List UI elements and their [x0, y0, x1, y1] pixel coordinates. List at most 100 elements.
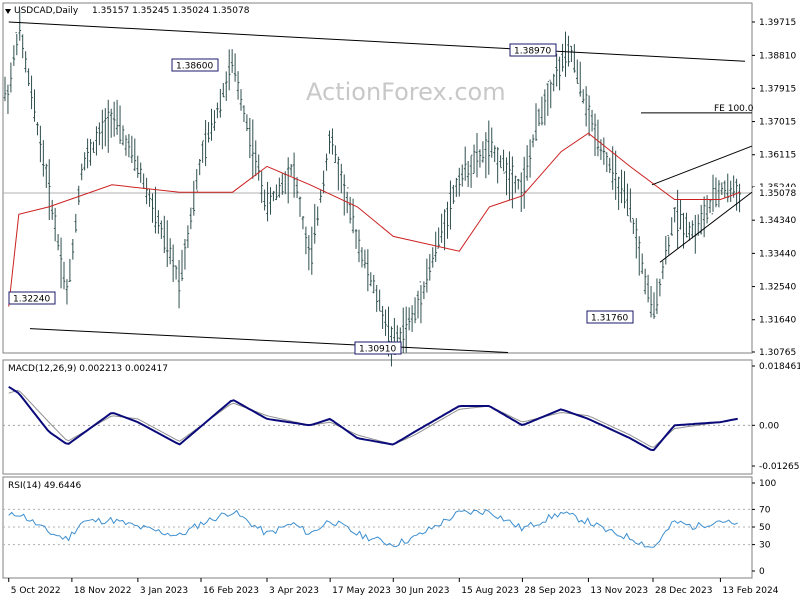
rsi-tick-label: 100 — [759, 479, 776, 489]
price-bar — [86, 138, 89, 169]
price-bar — [546, 81, 550, 116]
price-bars — [3, 10, 741, 367]
price-bar — [154, 186, 157, 234]
price-bar — [472, 144, 476, 175]
price-bar — [655, 278, 659, 315]
price-bar — [233, 53, 237, 82]
price-annotation: 1.31760 — [586, 310, 634, 324]
price-bar — [440, 213, 443, 243]
price-bar — [257, 154, 260, 181]
price-bar — [301, 216, 305, 230]
price-bar — [561, 43, 564, 72]
price-bar — [502, 149, 505, 174]
price-bar — [729, 180, 732, 202]
price-tick-label: 1.38810 — [759, 51, 796, 61]
wedge-lower-line — [659, 191, 753, 263]
price-bar — [118, 105, 122, 144]
price-bar — [142, 173, 145, 189]
price-bar — [337, 156, 340, 191]
price-bar — [207, 122, 210, 143]
price-bar — [245, 114, 249, 132]
price-bar — [248, 117, 252, 159]
dropdown-triangle-icon[interactable] — [5, 9, 11, 14]
price-bar — [124, 135, 128, 156]
price-bar — [522, 156, 526, 209]
price-bar — [614, 150, 617, 200]
price-bar — [201, 140, 204, 163]
price-bar — [449, 180, 452, 230]
price-bar — [139, 162, 142, 183]
price-bar — [567, 35, 570, 67]
price-bar — [9, 62, 13, 93]
price-bar — [348, 196, 352, 224]
price-bar — [419, 281, 423, 324]
rsi-line — [8, 508, 738, 548]
price-bar — [517, 178, 520, 190]
price-bar — [635, 218, 638, 259]
price-bar — [195, 168, 199, 192]
price-bar — [431, 247, 435, 268]
price-bar — [443, 209, 446, 251]
price-bar — [15, 32, 19, 56]
annotation-box — [586, 310, 634, 324]
price-bar — [328, 130, 331, 154]
macd-panel-frame — [2, 359, 753, 475]
price-bar — [399, 327, 402, 343]
macd-signal-line — [8, 389, 738, 448]
price-bar — [534, 103, 538, 141]
price-bar — [304, 226, 308, 255]
price-bar — [30, 75, 33, 110]
moving-average — [8, 132, 741, 307]
price-annotations: 1.38600 1.38970 1.32240 1.30910 1.31760 FE 10… — [8, 43, 754, 355]
price-bar — [608, 157, 612, 174]
price-bar — [463, 146, 467, 181]
price-bar — [576, 59, 579, 84]
price-bar — [39, 125, 42, 163]
rsi-lines — [8, 508, 738, 548]
price-bar — [74, 213, 78, 233]
price-bar — [564, 31, 567, 77]
price-bar — [95, 126, 98, 156]
date-tick-label: 5 Oct 2022 — [11, 586, 61, 596]
price-bar — [578, 61, 582, 97]
price-bar — [455, 177, 458, 197]
date-tick-label: 18 Nov 2022 — [74, 586, 132, 596]
price-bar — [354, 229, 358, 249]
price-bar — [160, 220, 163, 239]
price-bar — [127, 133, 131, 158]
price-tick-label: 1.30765 — [759, 348, 796, 358]
price-bar — [115, 99, 119, 135]
price-tick-label: 1.31640 — [759, 316, 796, 326]
price-bar — [189, 207, 193, 230]
macd-tick-label: -0.012657 — [759, 462, 800, 472]
price-bar — [466, 161, 470, 187]
annotation-label: 1.38970 — [514, 47, 551, 57]
price-bar — [605, 152, 609, 173]
price-bar — [71, 238, 75, 260]
price-bar — [21, 34, 24, 59]
price-bar — [342, 174, 346, 216]
price-tick-label: 1.37915 — [759, 84, 796, 94]
price-bar — [602, 137, 606, 165]
price-bar — [366, 249, 370, 292]
price-bar — [416, 290, 420, 319]
price-bar — [230, 49, 234, 73]
rsi-axis: 100 70 50 30 0 — [752, 479, 776, 577]
price-bar — [652, 292, 656, 319]
channel-upper-line — [8, 21, 746, 62]
price-bar — [295, 177, 299, 198]
price-bar — [130, 135, 134, 164]
price-bar — [313, 203, 317, 244]
price-bar — [573, 44, 576, 73]
price-bar — [216, 102, 219, 119]
price-bar — [446, 201, 449, 239]
price-bar — [590, 109, 594, 132]
price-bar — [699, 204, 703, 235]
wedge-upper-line — [651, 145, 753, 186]
chart-header: USDCAD,Daily 1.35157 1.35245 1.35024 1.3… — [5, 6, 250, 16]
rsi-label: RSI(14) 49.6446 — [8, 481, 81, 491]
price-bar — [425, 258, 429, 293]
price-bar — [157, 210, 160, 234]
price-bar — [222, 82, 225, 98]
price-tick-label: 1.34340 — [759, 216, 796, 226]
